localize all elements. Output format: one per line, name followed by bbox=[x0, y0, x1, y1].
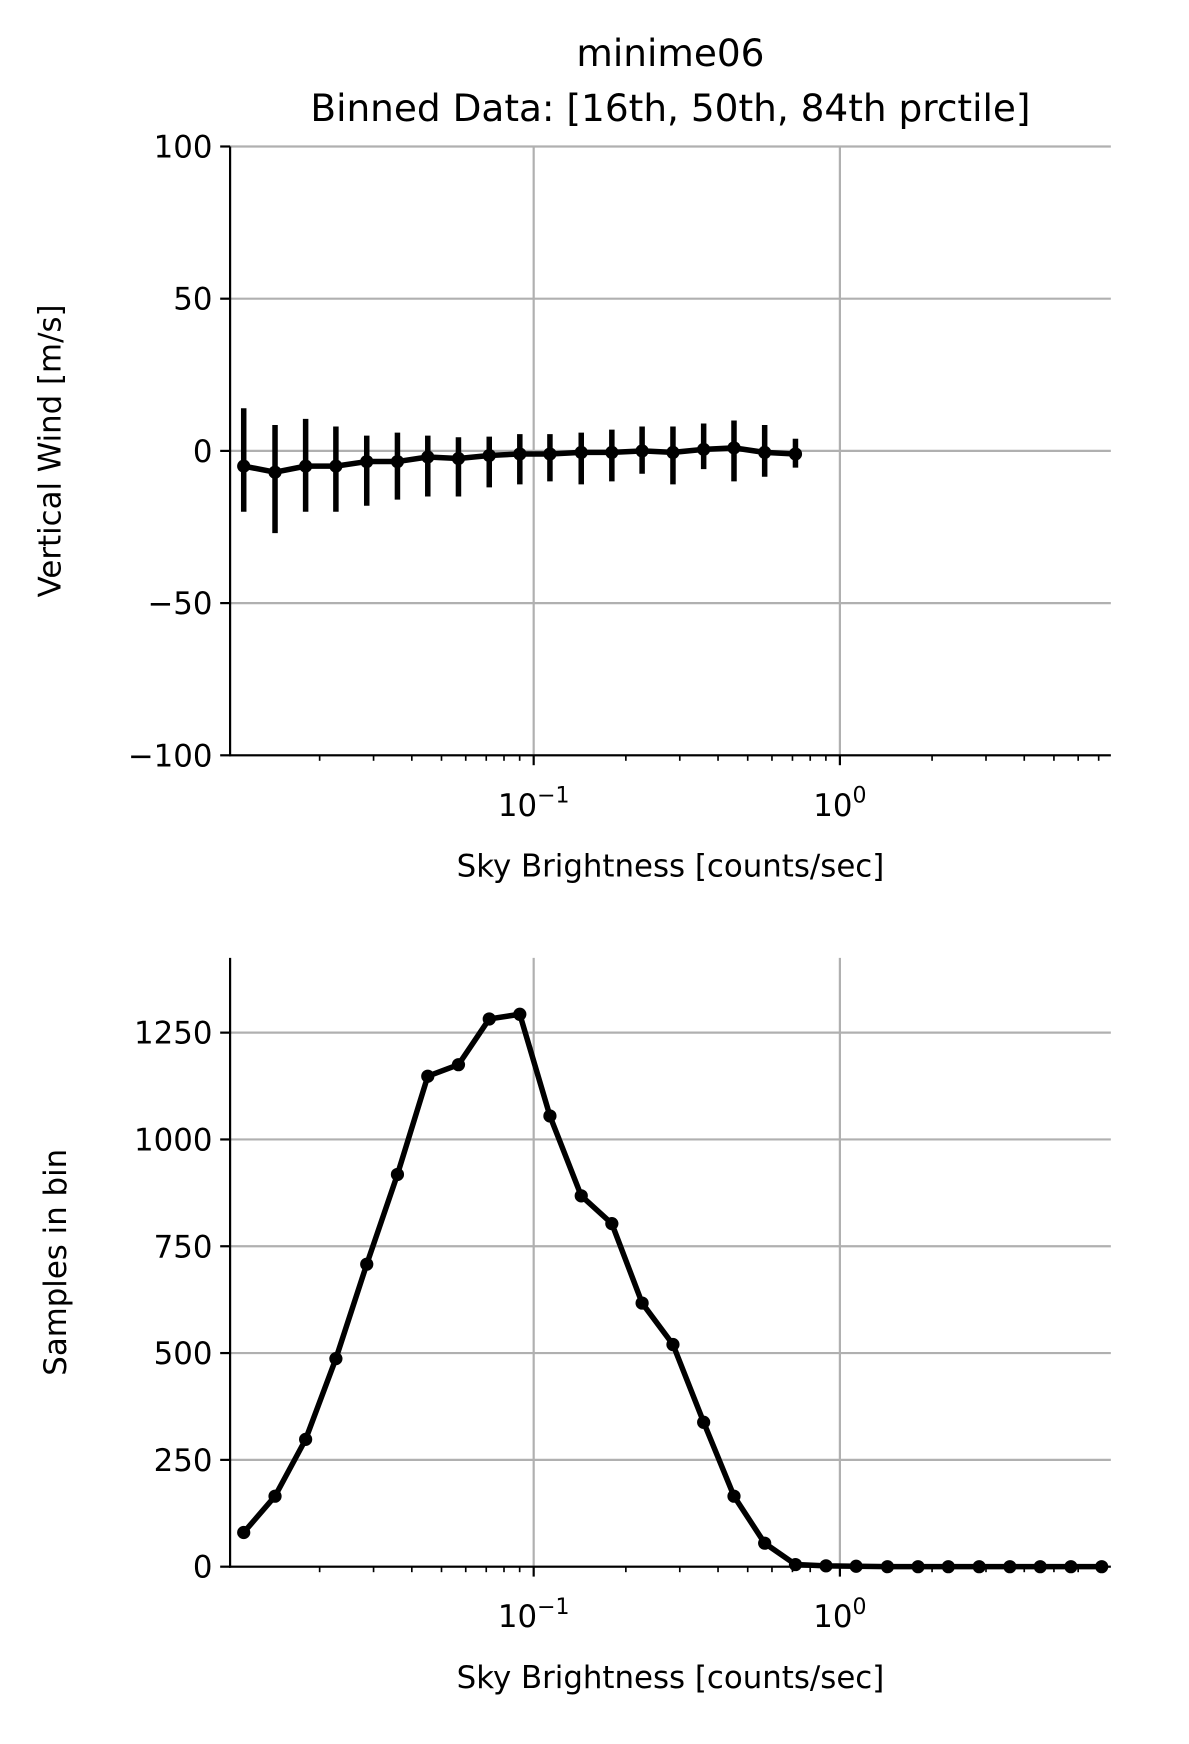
marker bbox=[360, 1257, 374, 1271]
marker bbox=[849, 1559, 863, 1573]
marker bbox=[972, 1560, 986, 1574]
marker bbox=[758, 1536, 772, 1550]
y-tick-label: 500 bbox=[154, 1336, 213, 1372]
marker bbox=[299, 1432, 313, 1446]
marker bbox=[574, 445, 588, 460]
marker bbox=[1064, 1560, 1078, 1574]
y-tick-label: 250 bbox=[154, 1443, 213, 1479]
y-axis-label: Samples in bin bbox=[38, 1149, 74, 1376]
x-tick-base: 10 bbox=[498, 1599, 537, 1635]
marker bbox=[513, 1007, 527, 1021]
x-tick-base: 10 bbox=[813, 788, 852, 824]
marker bbox=[390, 1167, 405, 1182]
series bbox=[237, 1007, 1109, 1574]
chart-subtitle: Binned Data: [16th, 50th, 84th prctile] bbox=[310, 86, 1030, 130]
marker bbox=[268, 465, 282, 479]
marker bbox=[697, 1415, 711, 1429]
marker bbox=[482, 448, 496, 463]
marker bbox=[421, 1069, 435, 1083]
marker bbox=[390, 454, 405, 469]
y-tick-label: 1000 bbox=[134, 1122, 212, 1158]
chart-title: minime06 bbox=[576, 31, 764, 75]
marker bbox=[1033, 1560, 1047, 1574]
x-tick-exponent: −1 bbox=[537, 784, 569, 809]
marker bbox=[605, 1217, 619, 1231]
marker bbox=[237, 459, 251, 473]
marker bbox=[911, 1560, 925, 1574]
marker bbox=[819, 1559, 833, 1573]
marker bbox=[451, 1058, 466, 1072]
marker bbox=[1003, 1560, 1017, 1574]
marker bbox=[543, 1109, 557, 1123]
x-tick-base: 10 bbox=[813, 1599, 852, 1635]
marker bbox=[237, 1525, 251, 1540]
marker bbox=[543, 447, 557, 461]
x-tick-label: 10−1 bbox=[498, 784, 570, 824]
x-tick-label: 10−1 bbox=[498, 1595, 570, 1635]
x-axis-label: Sky Brightness [counts/sec] bbox=[457, 848, 885, 884]
marker bbox=[299, 459, 313, 473]
marker bbox=[788, 1557, 803, 1572]
marker bbox=[482, 1012, 496, 1026]
y-axis-label: Vertical Wind [m/s] bbox=[33, 304, 69, 597]
marker bbox=[880, 1560, 895, 1574]
x-axis-label: Sky Brightness [counts/sec] bbox=[457, 1660, 885, 1696]
x-tick-label: 100 bbox=[813, 1595, 866, 1635]
y-tick-label: −100 bbox=[128, 738, 213, 774]
marker bbox=[727, 1489, 741, 1503]
marker bbox=[329, 459, 343, 473]
x-tick-label: 100 bbox=[813, 784, 866, 824]
y-tick-label: −50 bbox=[147, 586, 212, 622]
marker bbox=[727, 441, 741, 455]
marker bbox=[574, 1189, 588, 1203]
marker bbox=[329, 1352, 343, 1366]
marker bbox=[666, 445, 680, 460]
marker bbox=[268, 1489, 282, 1503]
y-tick-label: 0 bbox=[193, 1550, 213, 1586]
y-tick-label: 100 bbox=[154, 129, 213, 165]
y-tick-label: 1250 bbox=[134, 1016, 212, 1052]
marker bbox=[513, 447, 527, 461]
marker bbox=[788, 447, 803, 461]
marker bbox=[758, 445, 772, 460]
y-tick-label: 0 bbox=[193, 434, 213, 470]
x-tick-exponent: 0 bbox=[853, 1595, 867, 1620]
line bbox=[241, 1011, 1102, 1570]
marker bbox=[1095, 1560, 1109, 1574]
marker bbox=[421, 450, 435, 464]
marker bbox=[451, 451, 466, 466]
y-tick-label: 50 bbox=[173, 282, 212, 318]
marker bbox=[697, 442, 711, 456]
marker bbox=[360, 454, 374, 469]
x-tick-exponent: −1 bbox=[537, 1595, 569, 1620]
y-tick-label: 750 bbox=[154, 1229, 213, 1265]
marker bbox=[941, 1560, 955, 1574]
x-tick-exponent: 0 bbox=[853, 784, 867, 809]
marker bbox=[605, 445, 619, 460]
marker bbox=[635, 1296, 649, 1310]
x-tick-base: 10 bbox=[498, 788, 537, 824]
marker bbox=[666, 1337, 680, 1352]
marker bbox=[635, 444, 649, 458]
series bbox=[237, 408, 803, 534]
